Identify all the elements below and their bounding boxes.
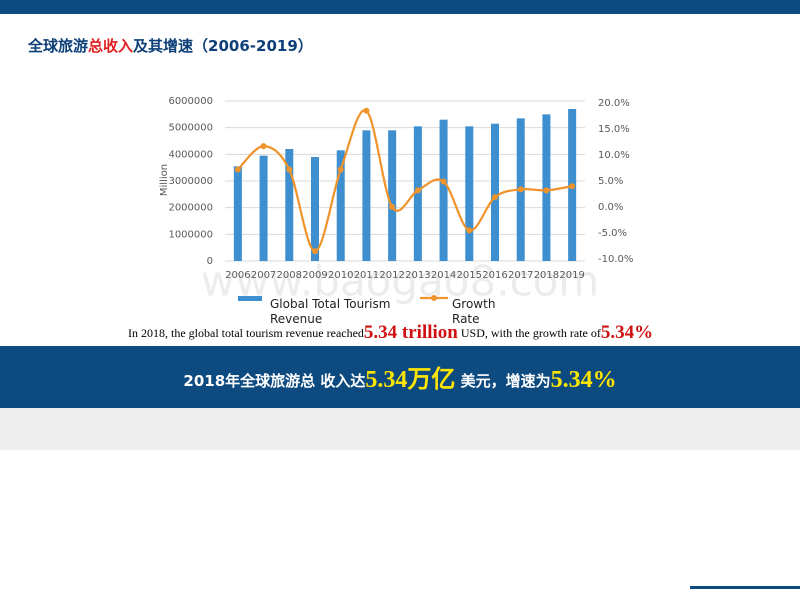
summary-highlight: 5.34 trillion xyxy=(364,322,458,343)
title-part: 全球旅游 xyxy=(27,37,88,55)
background-decoration xyxy=(0,408,800,450)
line-marker xyxy=(363,107,370,114)
x-tick-label: 2013 xyxy=(405,270,430,281)
line-marker xyxy=(492,194,498,201)
summary-en: In 2018, the global total tourism revenu… xyxy=(128,322,653,343)
legend-swatch xyxy=(238,296,262,301)
legend-swatch xyxy=(431,295,437,301)
summary-highlight: 5.34% xyxy=(601,322,653,343)
line-marker xyxy=(337,166,344,173)
summary-text: 2018年全球旅游总 收入达 xyxy=(183,372,365,390)
bar xyxy=(362,130,371,261)
x-tick-label: 2016 xyxy=(482,270,507,281)
line-marker xyxy=(517,186,524,193)
x-tick-label: 2009 xyxy=(302,270,327,281)
x-tick-label: 2018 xyxy=(534,270,559,281)
x-tick-label: 2006 xyxy=(225,270,250,281)
line-marker xyxy=(466,227,473,234)
bar xyxy=(465,126,474,261)
x-tick-label: 2007 xyxy=(251,270,276,281)
bar xyxy=(311,157,319,261)
line-marker xyxy=(414,187,421,194)
summary-band xyxy=(0,346,800,408)
bar xyxy=(413,126,422,261)
summary-text: USD, with the growth rate of xyxy=(458,326,601,340)
legend-label: Global Total Tourism Revenue xyxy=(270,297,390,326)
y-tick-label: 0 xyxy=(207,256,213,267)
line-marker xyxy=(234,166,241,173)
line-marker xyxy=(260,143,267,150)
summary-highlight: 5.34万亿 xyxy=(365,366,455,393)
legend-label: Growth Rate xyxy=(452,297,495,326)
line-marker xyxy=(389,204,396,210)
x-tick-label: 2012 xyxy=(379,270,404,281)
line-marker xyxy=(312,248,318,255)
x-tick-label: 2011 xyxy=(354,270,379,281)
y2-tick-label: 5.0% xyxy=(598,176,623,187)
x-tick-label: 2010 xyxy=(328,270,353,281)
y-axis-label: Million xyxy=(159,164,170,196)
summary-cn: 2018年全球旅游总 收入达5.34万亿 美元，增速为5.34% xyxy=(183,366,616,393)
y2-tick-label: -10.0% xyxy=(598,254,633,265)
title-highlight: 总收入 xyxy=(88,37,133,55)
bottom-line xyxy=(690,586,800,589)
x-tick-label: 2014 xyxy=(431,270,456,281)
line-marker xyxy=(569,183,576,190)
top-bar xyxy=(0,0,800,14)
y2-tick-label: 10.0% xyxy=(598,150,630,161)
line-marker xyxy=(543,187,550,194)
y-tick-label: 2000000 xyxy=(168,203,213,214)
bar xyxy=(491,123,499,262)
slide-title: 全球旅游总收入及其增速（2006-2019） xyxy=(27,37,313,55)
title-part: 及其增速（2006-2019） xyxy=(133,37,313,55)
y-tick-label: 3000000 xyxy=(168,176,213,187)
y2-tick-label: -5.0% xyxy=(598,228,627,239)
bar xyxy=(259,155,268,261)
line-marker xyxy=(286,166,293,173)
y2-tick-label: 15.0% xyxy=(598,124,630,135)
summary-text: In 2018, the global total tourism revenu… xyxy=(128,326,364,340)
bar xyxy=(336,150,345,261)
y-tick-label: 1000000 xyxy=(168,229,213,240)
y-tick-label: 4000000 xyxy=(168,149,213,160)
bar xyxy=(285,149,294,261)
x-tick-label: 2015 xyxy=(457,270,482,281)
summary-text: 美元，增速为 xyxy=(455,372,550,390)
x-tick-label: 2017 xyxy=(508,270,533,281)
y-tick-label: 5000000 xyxy=(168,123,213,134)
x-tick-label: 2008 xyxy=(277,270,302,281)
watermark: www.baogao8.com xyxy=(201,257,600,306)
y2-tick-label: 20.0% xyxy=(598,98,630,109)
bar xyxy=(388,130,397,261)
line-marker xyxy=(440,178,447,185)
y2-tick-label: 0.0% xyxy=(598,202,623,213)
y-tick-label: 6000000 xyxy=(168,96,213,107)
plot: 0 1000000 2000000 3000000 4000000 5000000 6000… xyxy=(168,96,633,326)
bar xyxy=(233,166,242,261)
summary-highlight: 5.34% xyxy=(551,367,617,393)
bar xyxy=(439,119,448,262)
x-tick-label: 2019 xyxy=(559,270,584,281)
